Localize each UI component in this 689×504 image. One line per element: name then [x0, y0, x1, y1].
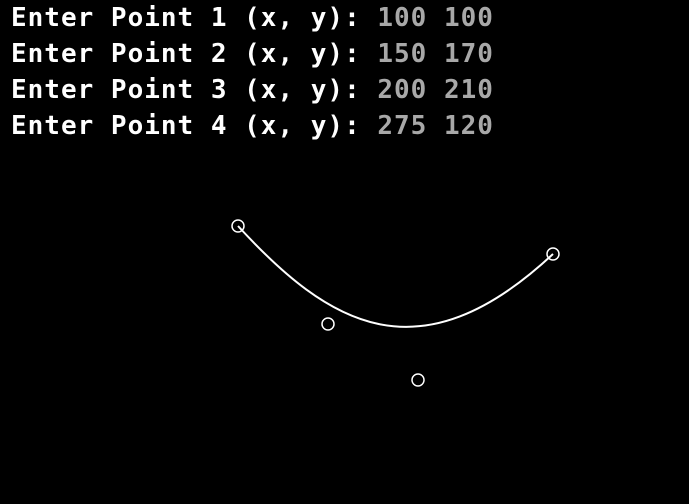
prompt-text: Enter Point 2 (x, y):: [11, 39, 378, 69]
input-y-value: 210: [444, 75, 494, 105]
input-x-value: 200: [377, 75, 428, 105]
control-point-marker-4: [546, 247, 560, 261]
prompt-text: Enter Point 4 (x, y):: [11, 111, 378, 141]
prompt-text: Enter Point 1 (x, y):: [11, 3, 378, 33]
control-point-marker-2: [321, 317, 335, 331]
input-x-value: 275: [377, 111, 428, 141]
console-line-4: Enter Point 4 (x, y): 275 120: [11, 108, 494, 144]
input-x-value: 150: [377, 39, 428, 69]
control-point-marker-1: [231, 219, 245, 233]
console-line-2: Enter Point 2 (x, y): 150 170: [11, 36, 494, 72]
bezier-curve: [237, 225, 554, 328]
input-y-value: 120: [444, 111, 494, 141]
control-point-marker-3: [411, 373, 425, 387]
prompt-text: Enter Point 3 (x, y):: [11, 75, 378, 105]
console-line-3: Enter Point 3 (x, y): 200 210: [11, 72, 494, 108]
input-x-value: 100: [377, 3, 428, 33]
input-y-value: 170: [444, 39, 494, 69]
input-y-value: 100: [444, 3, 494, 33]
control-point-markers: [231, 219, 560, 387]
console-line-1: Enter Point 1 (x, y): 100 100: [11, 0, 494, 36]
